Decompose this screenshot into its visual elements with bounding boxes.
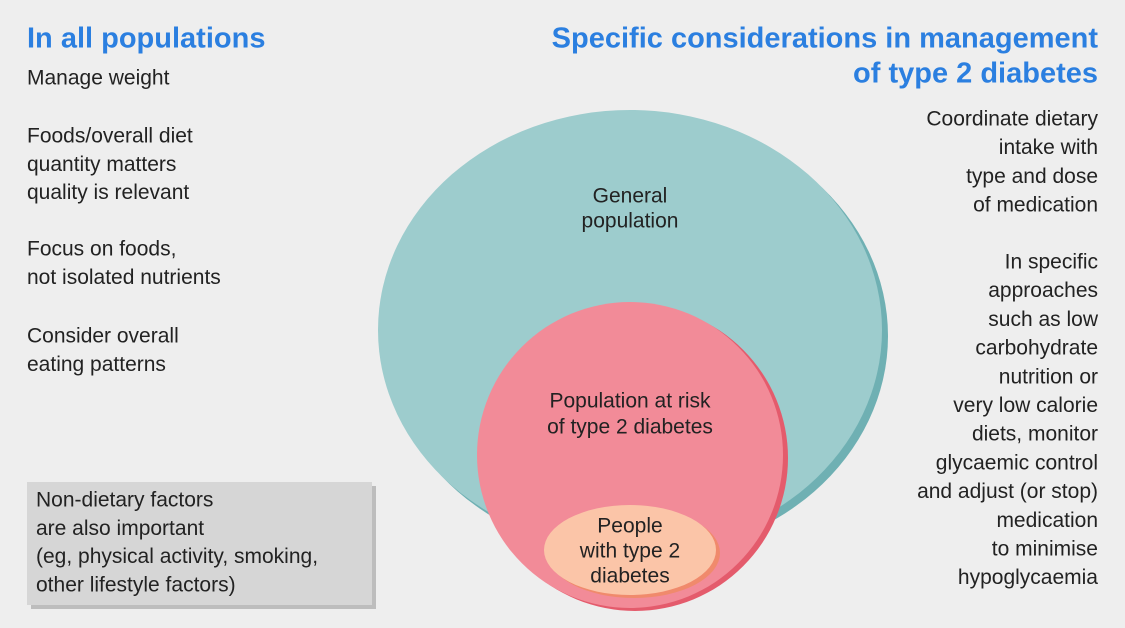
left-item: quality is relevant: [27, 181, 189, 204]
outer-label: General: [593, 185, 668, 208]
text-layer: In all populations Specific consideratio…: [27, 23, 1099, 597]
right-item: type and dose: [966, 165, 1098, 188]
left-item: not isolated nutrients: [27, 266, 221, 289]
left-item: eating patterns: [27, 353, 166, 376]
right-item: of medication: [973, 194, 1098, 217]
right-item: In specific: [1005, 251, 1098, 274]
right-item: approaches: [988, 279, 1098, 302]
right-item: Coordinate dietary: [926, 108, 1098, 131]
right-title: of type 2 diabetes: [853, 58, 1098, 90]
right-item: and adjust (or stop): [917, 480, 1098, 503]
note-text: Non-dietary factors: [36, 489, 213, 512]
right-item: glycaemic control: [936, 451, 1098, 474]
left-item: Consider overall: [27, 325, 179, 348]
right-item: to minimise: [992, 538, 1098, 561]
left-item: quantity matters: [27, 153, 176, 176]
right-item: nutrition or: [999, 365, 1098, 388]
inner-circle: [544, 505, 716, 595]
right-title: Specific considerations in management: [552, 23, 1099, 55]
middle-label: Population at risk: [549, 390, 711, 413]
right-item: hypoglycaemia: [958, 566, 1098, 589]
left-title: In all populations: [27, 23, 265, 55]
right-item: diets, monitor: [972, 423, 1098, 446]
left-item: Foods/overall diet: [27, 125, 193, 148]
left-item: Focus on foods,: [27, 238, 176, 261]
note-text: other lifestyle factors): [36, 573, 236, 596]
inner-label: with type 2: [579, 540, 680, 563]
right-item: such as low: [988, 308, 1099, 331]
middle-label: of type 2 diabetes: [547, 416, 713, 439]
right-item: carbohydrate: [975, 337, 1098, 360]
note-text: (eg, physical activity, smoking,: [36, 545, 318, 568]
left-item: Manage weight: [27, 67, 170, 90]
right-item: intake with: [999, 136, 1098, 159]
outer-label: population: [582, 210, 679, 233]
inner-label: People: [597, 515, 662, 538]
note-box: [27, 482, 372, 605]
note-text: are also important: [36, 517, 204, 540]
right-item: medication: [996, 509, 1098, 532]
inner-label: diabetes: [590, 565, 669, 588]
right-item: very low calorie: [953, 394, 1098, 417]
